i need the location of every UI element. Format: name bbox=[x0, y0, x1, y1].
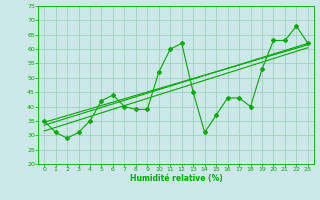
X-axis label: Humidité relative (%): Humidité relative (%) bbox=[130, 174, 222, 183]
